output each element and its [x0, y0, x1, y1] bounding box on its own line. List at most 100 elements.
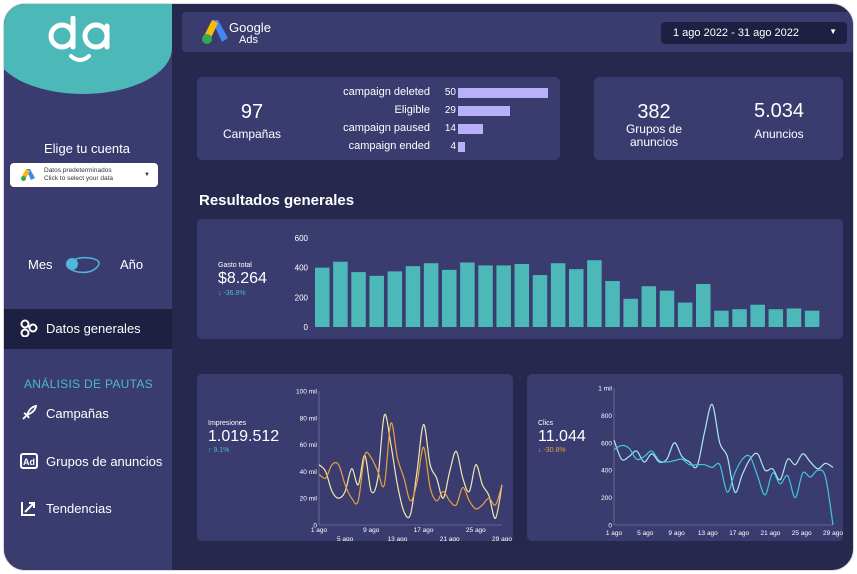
y-tick-label: 20 mil [300, 496, 318, 503]
bar [405, 266, 421, 327]
impressions-delta: ↑ 9.1% [208, 447, 230, 454]
x-tick-label: 13 ago [387, 536, 407, 541]
x-tick-label: 17 ago [729, 530, 749, 537]
clicks-delta: ↓ -30.8% [538, 447, 566, 454]
google-ads-icon [21, 169, 35, 181]
series-line [613, 444, 834, 526]
brand-line1: Google [229, 20, 271, 35]
bar [569, 269, 584, 327]
y-tick-label: 100 mil [296, 389, 318, 396]
bar [460, 262, 475, 327]
status-bar [458, 142, 466, 152]
x-tick-label: 1 ago [311, 527, 328, 534]
bar [550, 263, 566, 327]
impressions-value: 1.019.512 [208, 428, 280, 445]
period-toggle[interactable] [62, 254, 102, 274]
bar [714, 310, 729, 327]
y-tick-label: 400 [295, 264, 309, 273]
bar [351, 272, 366, 327]
svg-text:Ad: Ad [23, 457, 35, 467]
rocket-icon [22, 404, 38, 420]
y-tick-label: 60 mil [300, 442, 318, 449]
x-tick-label: 1 ago [606, 530, 623, 537]
y-tick-label: 40 mil [300, 469, 318, 476]
campaigns-count: 97 [240, 101, 264, 123]
y-tick-label: 0 [608, 523, 612, 530]
period-year-label: Año [120, 257, 144, 272]
logo-mark-icon [48, 16, 110, 62]
bar [333, 261, 348, 327]
x-tick-label: 17 ago [414, 527, 434, 534]
share-nodes-icon [20, 319, 38, 337]
nav-tendencias-label: Tendencias [46, 500, 112, 516]
y-tick-label: 800 [601, 413, 612, 420]
status-bar [458, 124, 484, 134]
bar [641, 286, 657, 327]
google-ads-brand: Google Ads [202, 20, 271, 49]
status-bar [458, 88, 548, 98]
dropdown-caret-icon: ▼ [144, 172, 150, 178]
status-value: 50 [444, 87, 456, 98]
brand-logo [4, 4, 172, 94]
x-tick-label: 25 ago [466, 527, 486, 534]
series-line [613, 403, 834, 494]
bar [605, 281, 620, 327]
ads-label: Anuncios [754, 127, 804, 141]
y-tick-label: 400 [601, 468, 612, 475]
clicks-card: Clics 11.044 ↓ -30.8% 1 mil 800 600 400 200 0… [527, 374, 843, 541]
x-tick-label: 9 ago [668, 530, 685, 537]
impressions-line-chart: 100 mil 80 mil 60 mil 40 mil 20 mil 01 ago 9 a… [296, 389, 512, 542]
x-tick-label: 25 ago [792, 530, 812, 537]
y-tick-label: 200 [295, 293, 309, 302]
bar [442, 269, 457, 327]
status-bar [458, 106, 511, 116]
y-tick-label: 600 [601, 440, 612, 447]
date-range-picker[interactable]: 1 ago 2022 - 31 ago 2022 ▼ [661, 22, 847, 44]
spend-delta: ↓ -36.8% [218, 290, 246, 297]
nav-campanas[interactable]: Campañas [20, 404, 109, 422]
y-tick-label: 0 [304, 323, 309, 332]
nav-datos-generales-label[interactable]: Datos generales [20, 319, 141, 337]
period-month-label: Mes [28, 257, 53, 272]
spend-card: Gasto total $8.264 ↓ -36.8% 600 400 200 0 [197, 219, 843, 339]
clicks-delta-value: -30.8% [543, 447, 566, 454]
bar [387, 271, 403, 327]
clicks-line-chart: 1 mil 800 600 400 200 01 ago 5 ago 9 ago 13 ago 1… [598, 386, 843, 538]
top-bar: Google Ads 1 ago 2022 - 31 ago 2022 ▼ [182, 12, 853, 52]
nav-grupos[interactable]: Ad Grupos de anuncios [20, 452, 162, 470]
status-label: Eligible [394, 104, 430, 116]
groups-count: 382 [637, 101, 671, 123]
nav-datos-generales[interactable] [4, 309, 172, 349]
account-select-line1: Datos predeterminados [44, 167, 112, 174]
bar [532, 275, 548, 327]
x-tick-label: 5 ago [637, 530, 654, 537]
x-tick-label: 5 ago [337, 536, 354, 541]
spend-value: $8.264 [218, 270, 267, 287]
dropdown-caret-icon: ▼ [829, 27, 837, 36]
x-tick-label: 29 ago [492, 536, 512, 541]
x-tick-label: 9 ago [363, 527, 380, 534]
series-line [318, 413, 503, 519]
bar [369, 275, 384, 327]
nav-tendencias[interactable]: Tendencias [20, 499, 112, 517]
bar [315, 267, 330, 327]
bar [623, 298, 638, 327]
campaigns-card: 97 Campañas campaign deleted 50 Eligible 29… [197, 77, 560, 160]
bar [587, 260, 602, 327]
x-tick-label: 29 ago [823, 530, 843, 537]
account-select[interactable]: Datos predeterminados Click to select yo… [10, 163, 158, 187]
bar [804, 310, 820, 327]
clicks-value: 11.044 [538, 428, 586, 445]
date-range-value: 1 ago 2022 - 31 ago 2022 [673, 27, 800, 39]
bar [659, 290, 675, 327]
status-label: campaign paused [343, 122, 430, 134]
nav-campanas-label: Campañas [46, 405, 109, 421]
bar [768, 309, 784, 327]
google-ads-logo-icon [202, 20, 228, 44]
spend-bar-chart: 600 400 200 0 [295, 234, 820, 332]
ad-icon: Ad [20, 453, 38, 469]
account-select-line2: Click to select your data [44, 175, 114, 182]
status-label: campaign deleted [343, 86, 430, 98]
y-tick-label: 80 mil [300, 415, 318, 422]
status-label: campaign ended [348, 140, 430, 152]
